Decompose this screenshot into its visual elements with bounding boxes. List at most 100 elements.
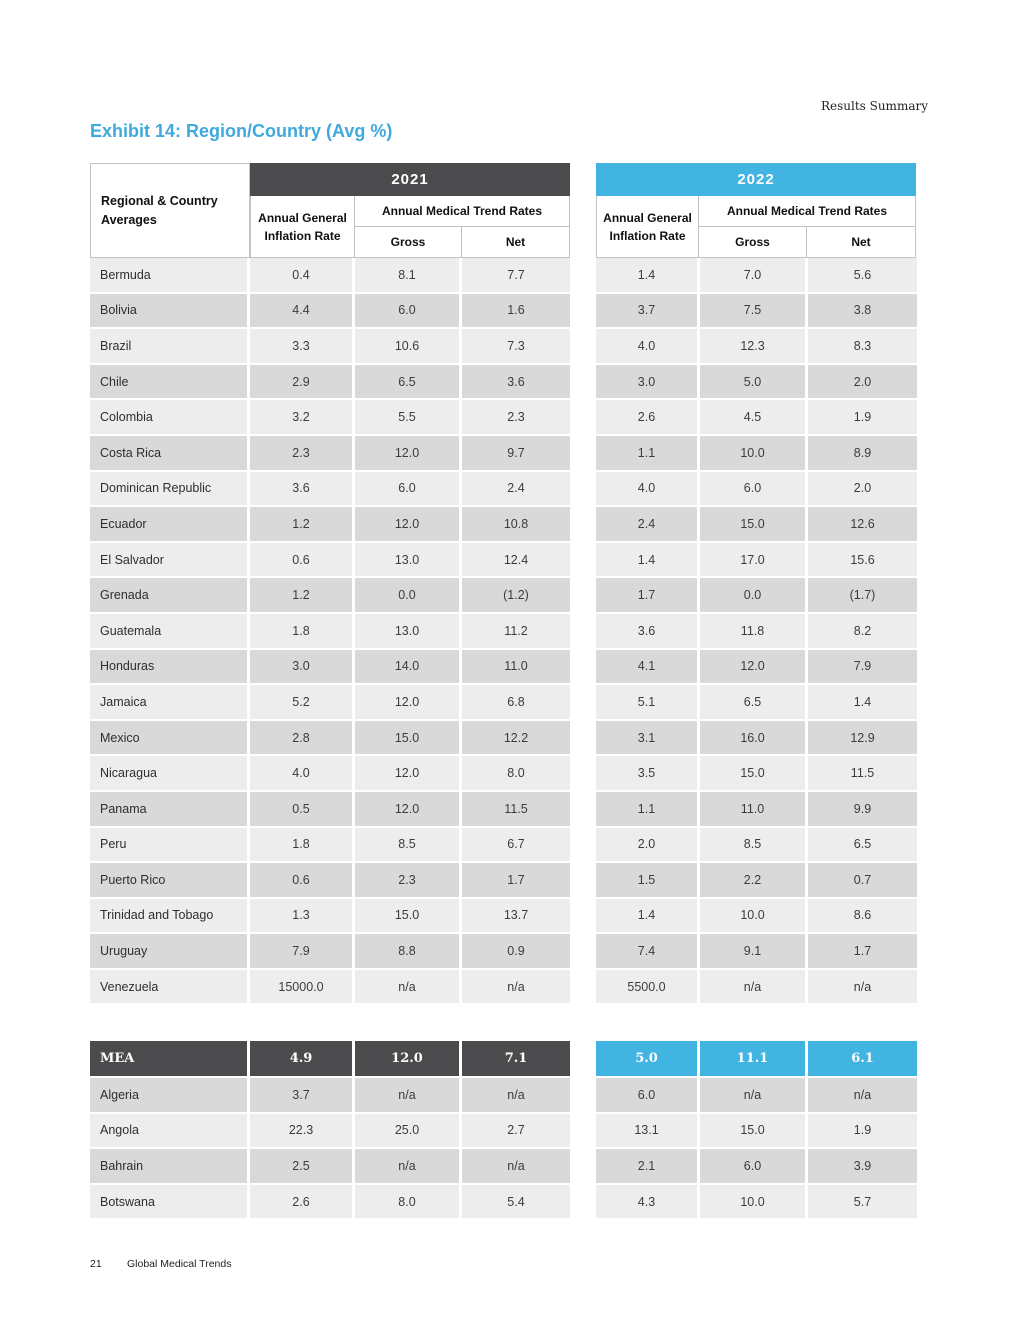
table-row: Peru 1.8 8.5 6.7 2.0 8.5 6.5 [90,827,918,862]
value-2021-net: 1.6 [462,293,570,328]
value-2021-inflation: 3.7 [250,1077,355,1112]
exhibit-title: Exhibit 14: Region/Country (Avg %) [90,121,393,141]
value-2021-net: 12.2 [462,720,570,755]
table-gap [570,613,596,648]
table-body: Bermuda 0.4 8.1 7.7 1.4 7.0 5.6 Bolivia 4.4 6.0 1.… [90,258,918,1004]
country-name: Panama [90,791,250,826]
table-gap [570,649,596,684]
value-2022-gross: 6.0 [700,471,808,506]
value-2022-gross: 5.0 [700,364,808,399]
value-2021-inflation: 3.2 [250,400,355,434]
country-name: Nicaragua [90,756,250,790]
value-2022-gross: 10.0 [700,898,808,933]
value-2021-gross: 12.0 [355,435,462,470]
value-2022-net: 8.3 [808,329,917,363]
value-2022-net: 1.7 [808,934,917,968]
year-header-2021: 2021 [250,163,570,196]
value-2021-inflation: 1.2 [250,578,355,612]
value-2022-gross: n/a [700,1077,808,1112]
country-name: Chile [90,364,250,399]
value-2021-inflation: 7.9 [250,934,355,968]
value-2021-gross: 6.0 [355,293,462,328]
country-name: Colombia [90,400,250,434]
row-header-line1: Regional & Country [101,194,218,208]
net-header-2021: Net [462,227,570,258]
value-2021-inflation: 2.5 [250,1149,355,1183]
table-gap [570,258,596,292]
value-2022-inflation: 5.0 [596,1041,700,1076]
region-header-row: MEA 4.9 12.0 7.1 5.0 11.1 6.1 [90,1041,918,1076]
value-2022-inflation: 1.4 [596,542,700,577]
value-2022-gross: 15.0 [700,756,808,790]
value-2022-gross: 11.8 [700,613,808,648]
table-row: Angola 22.3 25.0 2.7 13.1 15.0 1.9 [90,1113,918,1148]
country-name: Mexico [90,720,250,755]
value-2022-inflation: 2.4 [596,507,700,541]
value-2021-net: 6.8 [462,685,570,719]
table-gap [570,898,596,933]
value-2021-inflation: 2.3 [250,435,355,470]
country-name: Dominican Republic [90,471,250,506]
table-row: Costa Rica 2.3 12.0 9.7 1.1 10.0 8.9 [90,435,918,470]
value-2022-gross: 0.0 [700,578,808,612]
table-row: Uruguay 7.9 8.8 0.9 7.4 9.1 1.7 [90,934,918,968]
table-gap [570,1149,596,1183]
value-2022-inflation: 5500.0 [596,969,700,1004]
value-2022-net: 1.9 [808,400,917,434]
value-2022-gross: 7.5 [700,293,808,328]
value-2021-net: 7.3 [462,329,570,363]
table-gap [570,1041,596,1076]
gross-header-2021: Gross [355,227,462,258]
value-2021-net: 11.0 [462,649,570,684]
table-row: Bolivia 4.4 6.0 1.6 3.7 7.5 3.8 [90,293,918,328]
value-2022-net: 7.9 [808,649,917,684]
value-2022-inflation: 13.1 [596,1113,700,1148]
value-2022-net: 9.9 [808,791,917,826]
value-2021-gross: 8.1 [355,258,462,292]
value-2022-inflation: 4.0 [596,471,700,506]
trend-header-2022: Annual Medical Trend Rates [699,196,916,227]
table-gap [570,1113,596,1148]
value-2022-inflation: 6.0 [596,1077,700,1112]
table-gap [570,578,596,612]
country-name: Peru [90,827,250,862]
value-2022-inflation: 3.5 [596,756,700,790]
region-label: MEA [90,1041,250,1076]
value-2021-inflation: 1.8 [250,827,355,862]
country-name: Grenada [90,578,250,612]
table-gap [570,863,596,897]
value-2022-gross: 6.0 [700,1149,808,1183]
value-2021-gross: 8.8 [355,934,462,968]
value-2022-inflation: 1.1 [596,435,700,470]
value-2021-inflation: 3.3 [250,329,355,363]
value-2022-inflation: 3.0 [596,364,700,399]
table-gap [570,329,596,363]
table-gap [570,720,596,755]
value-2022-net: n/a [808,1077,917,1112]
value-2021-net: 1.7 [462,863,570,897]
value-2021-gross: 25.0 [355,1113,462,1148]
country-name: Bahrain [90,1149,250,1183]
table-row: Puerto Rico 0.6 2.3 1.7 1.5 2.2 0.7 [90,863,918,897]
value-2022-net: 1.4 [808,685,917,719]
value-2022-gross: 12.3 [700,329,808,363]
row-header-line2: Averages [101,213,157,228]
value-2021-inflation: 5.2 [250,685,355,719]
page-number: 21 [90,1258,102,1270]
table-gap [570,756,596,790]
value-2022-inflation: 4.1 [596,649,700,684]
value-2021-net: 8.0 [462,756,570,790]
table-row: Mexico 2.8 15.0 12.2 3.1 16.0 12.9 [90,720,918,755]
value-2021-net: n/a [462,969,570,1004]
value-2022-gross: 9.1 [700,934,808,968]
table-gap [570,1077,596,1112]
value-2021-inflation: 0.5 [250,791,355,826]
value-2021-gross: 15.0 [355,898,462,933]
value-2021-inflation: 22.3 [250,1113,355,1148]
table-row: Colombia 3.2 5.5 2.3 2.6 4.5 1.9 [90,400,918,434]
value-2022-gross: 16.0 [700,720,808,755]
value-2022-gross: 15.0 [700,507,808,541]
value-2022-net: 12.9 [808,720,917,755]
value-2022-net: 5.7 [808,1184,917,1219]
table-row: Bermuda 0.4 8.1 7.7 1.4 7.0 5.6 [90,258,918,292]
